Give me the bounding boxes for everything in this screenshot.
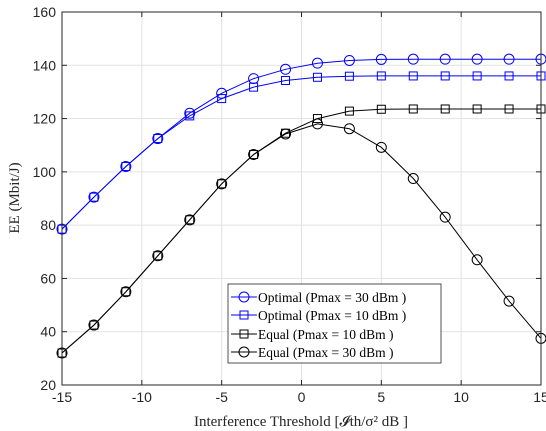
data-point (185, 111, 195, 121)
data-point (312, 114, 322, 124)
data-point (503, 53, 515, 65)
data-point (184, 214, 196, 226)
data-point (408, 104, 418, 114)
legend-entry-2: Optimal (Pmax = 10 dBm ) (231, 308, 406, 323)
x-tick-label: -5 (215, 389, 228, 405)
series-2 (57, 71, 546, 234)
legend-entry-3: Equal (Pmax = 10 dBm ) (231, 327, 393, 342)
y-tick-label: 140 (33, 57, 57, 73)
legend: Optimal (Pmax = 30 dBm ) Optimal (Pmax = … (227, 283, 442, 364)
data-point (376, 71, 386, 81)
x-axis-label: Interference Threshold [𝓘th/σ² dB ] (194, 414, 408, 430)
data-point (344, 106, 354, 116)
data-point (343, 123, 355, 135)
legend-marker (238, 291, 250, 303)
y-axis-label: EE (Mbit/J) (7, 162, 23, 233)
data-point (152, 250, 164, 262)
data-point (407, 173, 419, 185)
data-point (120, 286, 132, 298)
x-tick-label: 5 (377, 389, 385, 405)
legend-label: Equal (Pmax = 30 dBm ) (258, 345, 393, 360)
data-point (120, 161, 132, 173)
legend-label: Equal (Pmax = 10 dBm ) (258, 327, 393, 342)
data-point (503, 295, 515, 307)
legend-marker (239, 310, 249, 320)
data-point (121, 162, 131, 172)
data-point (504, 104, 514, 114)
data-point (375, 141, 387, 153)
data-point (375, 53, 387, 65)
data-point (471, 53, 483, 65)
data-point (89, 320, 99, 330)
legend-box (227, 283, 442, 364)
data-point (472, 104, 482, 114)
series-line (61, 75, 541, 230)
y-tick-label: 40 (40, 324, 56, 340)
data-point (439, 53, 451, 65)
data-point (311, 57, 323, 69)
y-tick-label: 60 (40, 270, 56, 286)
data-point (311, 118, 323, 130)
data-point (249, 150, 259, 160)
legend-entry-1: Optimal (Pmax = 30 dBm ) (231, 290, 406, 305)
data-point (216, 178, 228, 190)
x-tick-label: -10 (132, 389, 152, 405)
data-point (312, 72, 322, 82)
data-point (281, 75, 291, 85)
data-point (153, 251, 163, 261)
x-tick-label: 10 (453, 389, 469, 405)
data-point (89, 192, 99, 202)
data-point (217, 179, 227, 189)
data-point (344, 71, 354, 81)
y-tick-label: 80 (40, 217, 56, 233)
data-point (504, 71, 514, 81)
data-point (472, 71, 482, 81)
legend-label: Optimal (Pmax = 10 dBm ) (258, 308, 406, 323)
y-tick-label: 20 (40, 377, 56, 393)
data-point (408, 71, 418, 81)
data-point (88, 319, 100, 331)
legend-marker (238, 346, 250, 358)
series-line (61, 123, 542, 354)
data-point (152, 133, 164, 145)
ticks: -15 -10 -5 0 5 10 15 20 40 60 80 100 120 140 160 (33, 4, 546, 405)
data-point (280, 63, 292, 75)
data-point (185, 215, 195, 225)
x-tick-label: 0 (298, 389, 306, 405)
legend-marker (239, 329, 249, 339)
data-point (440, 71, 450, 81)
series-4 (56, 118, 546, 359)
data-point (439, 211, 451, 223)
data-point (217, 94, 227, 104)
data-point (280, 128, 292, 140)
x-tick-label: -15 (52, 389, 72, 405)
data-point (121, 287, 131, 297)
legend-label: Optimal (Pmax = 30 dBm ) (258, 290, 406, 305)
data-point (407, 53, 419, 65)
legend-entry-4: Equal (Pmax = 30 dBm ) (231, 345, 393, 360)
series-layer (56, 53, 546, 359)
data-point (440, 104, 450, 114)
y-tick-label: 100 (33, 164, 57, 180)
data-point (248, 149, 260, 161)
y-tick-label: 120 (33, 111, 57, 127)
x-tick-label: 15 (533, 389, 546, 405)
data-point (343, 54, 355, 66)
data-point (471, 254, 483, 266)
data-point (249, 82, 259, 92)
y-tick-label: 160 (33, 4, 57, 20)
data-point (88, 191, 100, 203)
data-point (153, 134, 163, 144)
data-point (376, 104, 386, 114)
